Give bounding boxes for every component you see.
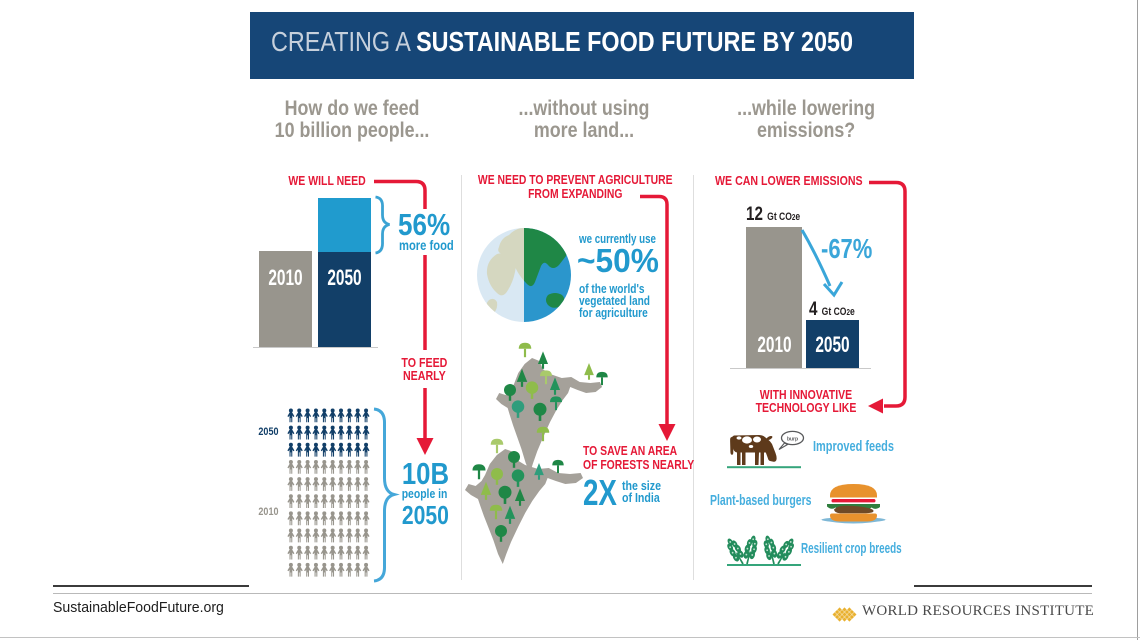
svg-text:burp: burp <box>787 436 798 442</box>
